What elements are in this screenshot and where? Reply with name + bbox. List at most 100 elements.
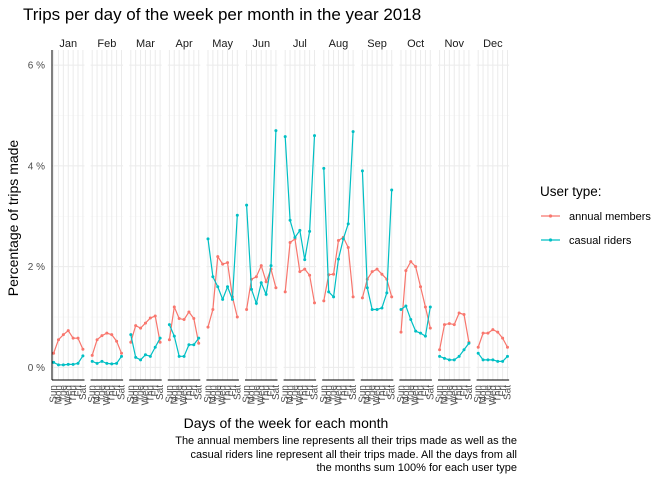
x-tick-label: Wed (372, 385, 383, 405)
x-tick-label: Sat (155, 385, 166, 400)
data-point (120, 351, 123, 355)
x-tick-label: Wed (411, 385, 422, 405)
data-point (167, 338, 171, 342)
data-point (481, 358, 485, 362)
data-point (447, 322, 451, 326)
x-axis-title: Days of the week for each month (184, 415, 389, 431)
data-point (501, 359, 505, 363)
data-point (283, 135, 287, 139)
data-point (90, 353, 94, 357)
y-tick-label: 2 % (28, 262, 45, 273)
data-point (419, 331, 423, 335)
x-tick-label: Sat (78, 385, 89, 400)
data-point (308, 273, 312, 277)
data-point (327, 290, 331, 294)
data-point (442, 356, 446, 360)
legend-key-point (548, 238, 553, 242)
data-point (375, 307, 379, 311)
x-tick-label: Tue (367, 385, 378, 402)
x-tick-label: Wed (179, 385, 190, 405)
data-point (66, 362, 70, 366)
x-tick-label: Tue (174, 385, 185, 402)
legend-item: casual riders (541, 235, 632, 247)
strip-label: Jun (252, 38, 270, 50)
data-point (501, 336, 505, 340)
x-tick-label: Mon (131, 385, 142, 404)
x-tick-label: Thu (184, 385, 195, 402)
x-tick-label: Sat (271, 385, 282, 400)
x-tick-label: Sat (503, 385, 514, 400)
x-tick-label: Fri (112, 385, 123, 397)
x-tick-label: Thu (223, 385, 234, 402)
data-point (187, 343, 191, 347)
data-point (71, 362, 75, 366)
data-point (346, 222, 350, 226)
data-point (365, 286, 369, 290)
data-point (71, 336, 75, 340)
data-point (192, 317, 196, 321)
data-point (129, 340, 133, 344)
data-point (298, 228, 302, 232)
data-point (399, 307, 403, 311)
data-point (467, 341, 471, 345)
data-point (134, 324, 138, 328)
data-point (496, 359, 500, 363)
data-point (404, 304, 408, 308)
x-tick-label: Thu (377, 385, 388, 402)
data-point (274, 129, 278, 133)
data-point (336, 257, 340, 261)
x-tick-label: Mon (92, 385, 103, 404)
data-point (409, 318, 413, 322)
chart-title: Trips per day of the week per month in t… (23, 5, 421, 24)
data-point (423, 334, 427, 338)
data-point (404, 269, 408, 273)
data-point (235, 315, 239, 319)
data-point (187, 310, 191, 314)
data-point (177, 317, 181, 321)
x-tick-label: Sun (203, 385, 214, 403)
caption-line: casual riders line represent all their t… (191, 449, 517, 461)
x-tick-label: Wed (63, 385, 74, 405)
data-point (221, 262, 225, 266)
data-point (211, 307, 215, 311)
data-point (341, 237, 345, 241)
data-point (452, 323, 456, 327)
x-tick-label: Mon (53, 385, 64, 404)
data-point (153, 345, 157, 349)
data-point (298, 270, 302, 274)
x-tick-label: Sat (425, 385, 436, 400)
data-point (56, 338, 60, 342)
data-point (81, 347, 85, 351)
data-point (442, 323, 446, 327)
data-point (61, 333, 65, 337)
data-point (249, 287, 253, 291)
x-tick-label: Sat (194, 385, 205, 400)
x-tick-label: Fri (498, 385, 509, 397)
data-point (148, 316, 152, 320)
x-tick-label: Thu (493, 385, 504, 402)
x-tick-label: Mon (169, 385, 180, 404)
data-point (380, 272, 384, 276)
data-point (216, 285, 220, 289)
x-tick-label: Sun (357, 385, 368, 403)
x-tick-label: Fri (266, 385, 277, 397)
data-point (428, 305, 432, 309)
data-point (182, 354, 186, 358)
data-point (221, 297, 225, 301)
data-point (419, 285, 423, 289)
data-point (414, 265, 418, 269)
strip-label: Sep (367, 38, 387, 50)
data-point (476, 345, 480, 349)
data-point (52, 351, 56, 355)
data-point (390, 295, 394, 299)
x-tick-label: Sun (396, 385, 407, 403)
data-point (110, 362, 114, 366)
data-point (288, 218, 292, 222)
x-tick-label: Sun (435, 385, 446, 403)
data-point (139, 326, 143, 330)
data-point (105, 361, 109, 365)
data-point (322, 299, 326, 303)
